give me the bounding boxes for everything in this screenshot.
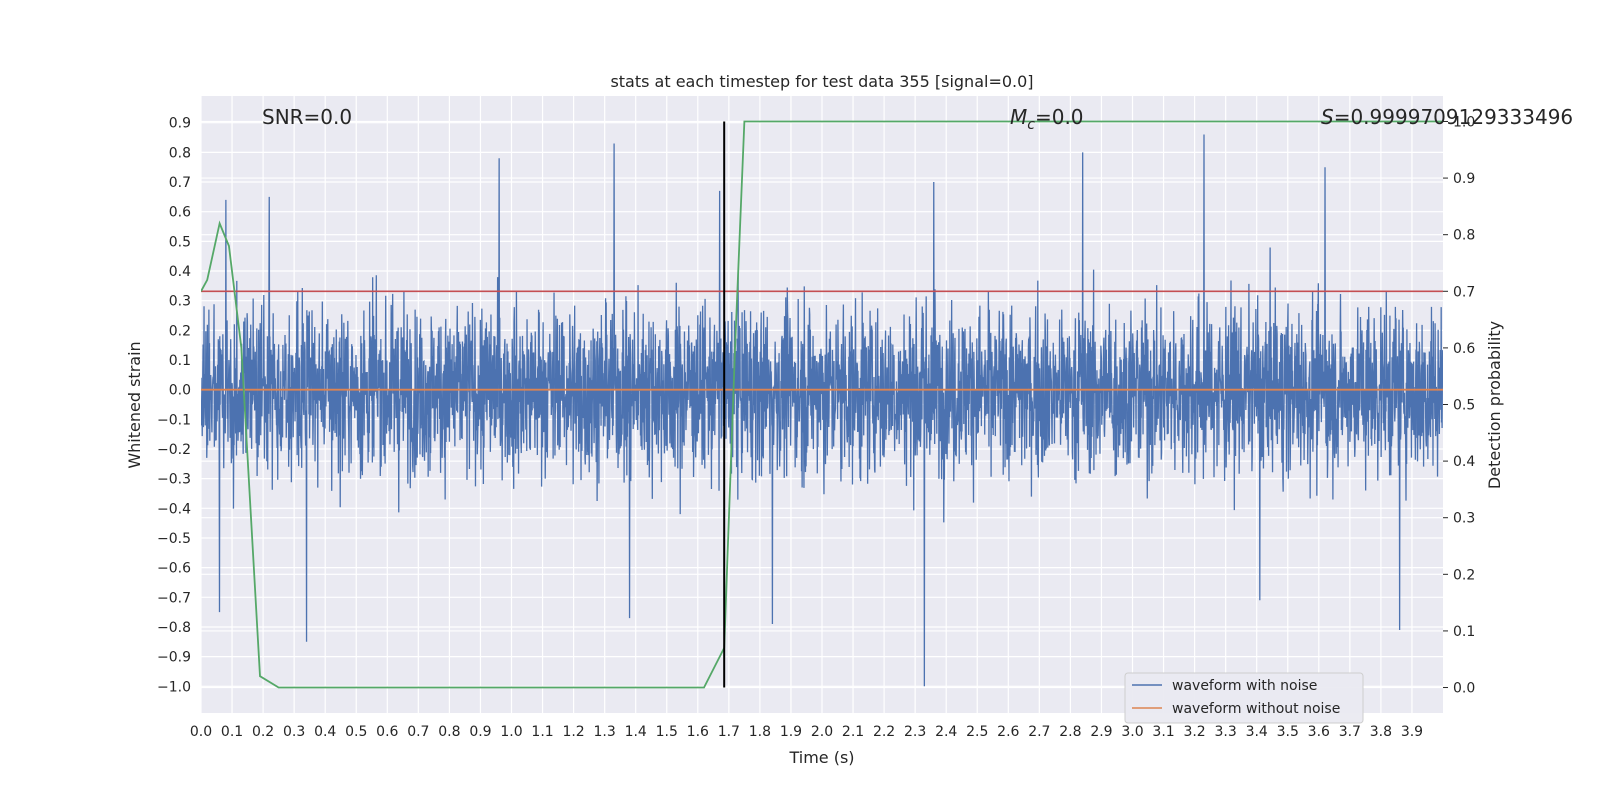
x-tick-label: 0.1	[221, 724, 243, 740]
x-tick-label: 0.9	[469, 724, 491, 740]
chart-title: stats at each timestep for test data 355…	[610, 72, 1033, 91]
y-right-tick-label: 0.5	[1453, 398, 1475, 414]
y-tick-label: −0.3	[157, 472, 191, 488]
x-tick-label: 3.5	[1277, 724, 1299, 740]
y-right-tick-label: 0.2	[1453, 567, 1475, 583]
x-tick-label: 0.3	[283, 724, 305, 740]
y-tick-label: 0.0	[169, 383, 191, 399]
snr-annotation: SNR=0.0	[262, 105, 352, 129]
y-right-tick-label: 1.0	[1453, 114, 1475, 130]
x-tick-label: 1.2	[562, 724, 584, 740]
x-tick-label: 1.3	[594, 724, 616, 740]
score-symbol: S	[1321, 105, 1334, 129]
x-tick-label: 3.6	[1308, 724, 1330, 740]
x-tick-label: 3.8	[1370, 724, 1392, 740]
y-tick-label: 0.4	[169, 264, 191, 280]
score-annotation: S=0.9999709129333496	[1321, 105, 1573, 129]
x-tick-label: 0.4	[314, 724, 336, 740]
x-tick-label: 0.5	[345, 724, 367, 740]
x-tick-label: 1.0	[500, 724, 522, 740]
y-tick-label: 0.6	[169, 205, 191, 221]
x-axis-label: Time (s)	[788, 748, 854, 767]
y-right-tick-label: 0.8	[1453, 228, 1475, 244]
x-tick-label: 1.8	[749, 724, 771, 740]
score-value: =0.9999709129333496	[1334, 105, 1573, 129]
detection-probability-line	[201, 120, 1443, 689]
legend-box	[1124, 672, 1364, 724]
waveform-with-noise-line	[201, 134, 1443, 687]
y-right-tick-label: 0.4	[1453, 454, 1475, 470]
x-tick-label: 1.5	[656, 724, 678, 740]
x-tick-label: 2.0	[811, 724, 833, 740]
x-tick-label: 3.4	[1246, 724, 1268, 740]
chirp-mass-symbol: M	[1010, 105, 1027, 129]
x-tick-label: 3.0	[1121, 724, 1143, 740]
chirp-mass-value: =0.0	[1035, 105, 1084, 129]
axis-layer: 0.0 0.1 0.2 0.3 0.4 0.5 0.6 0.7 0.8 0.9 1.0 1.1 1.2 1…	[157, 114, 1475, 740]
y-axis-label: Whitened strain	[125, 341, 144, 468]
y-tick-label: 0.2	[169, 323, 191, 339]
x-tick-label: 2.8	[1059, 724, 1081, 740]
y-right-tick-label: 0.1	[1453, 624, 1475, 640]
x-tick-label: 3.2	[1183, 724, 1205, 740]
x-tick-label: 3.1	[1152, 724, 1174, 740]
x-tick-label: 0.8	[438, 724, 460, 740]
y-tick-label: 0.7	[169, 175, 191, 191]
y-tick-label: 0.9	[169, 116, 191, 132]
y-right-tick-label: 0.6	[1453, 341, 1475, 357]
y-right-tick-label: 0.3	[1453, 511, 1475, 527]
legend-label-noise: waveform with noise	[1172, 678, 1317, 694]
y-tick-label: −0.2	[157, 442, 191, 458]
y-right-tick-label: 0.0	[1453, 681, 1475, 697]
x-tick-label: 0.0	[190, 724, 212, 740]
x-tick-label: 2.3	[904, 724, 926, 740]
legend-label-clean: waveform without noise	[1172, 701, 1340, 717]
y-tick-label: −0.4	[157, 501, 191, 517]
x-tick-label: 0.7	[407, 724, 429, 740]
y-axis-label-right: Detection probability	[1485, 321, 1504, 489]
x-tick-label: 2.4	[935, 724, 957, 740]
x-tick-label: 1.7	[718, 724, 740, 740]
x-tick-label: 2.9	[1090, 724, 1112, 740]
y-tick-label: −0.5	[157, 531, 191, 547]
x-tick-label: 1.1	[531, 724, 553, 740]
y-tick-label: −0.9	[157, 650, 191, 666]
y-tick-label: −1.0	[157, 679, 191, 695]
x-tick-label: 0.6	[376, 724, 398, 740]
y-tick-label: −0.8	[157, 620, 191, 636]
x-tick-label: 2.2	[873, 724, 895, 740]
x-tick-label: 2.1	[842, 724, 864, 740]
y-tick-label: 0.8	[169, 145, 191, 161]
legend: waveform with noise waveform without noi…	[1124, 672, 1364, 724]
x-tick-label: 2.6	[997, 724, 1019, 740]
x-tick-label: 0.2	[252, 724, 274, 740]
y-tick-label: 0.3	[169, 294, 191, 310]
x-tick-label: 1.9	[780, 724, 802, 740]
x-tick-label: 3.9	[1401, 724, 1423, 740]
chirp-mass-subscript: c	[1027, 117, 1035, 133]
lines-layer	[201, 120, 1443, 689]
x-tick-label: 2.7	[1028, 724, 1050, 740]
x-tick-label: 1.4	[625, 724, 647, 740]
chirp-mass-annotation: Mc=0.0	[1010, 105, 1084, 133]
noise-waveform-layer	[201, 134, 1443, 687]
y-tick-label: 0.1	[169, 353, 191, 369]
x-tick-label: 2.5	[966, 724, 988, 740]
y-right-tick-label: 0.7	[1453, 284, 1475, 300]
y-tick-label: 0.5	[169, 234, 191, 250]
x-tick-label: 3.7	[1339, 724, 1361, 740]
x-tick-label: 1.6	[687, 724, 709, 740]
y-tick-label: −0.7	[157, 590, 191, 606]
y-right-tick-label: 0.9	[1453, 171, 1475, 187]
y-tick-label: −0.1	[157, 412, 191, 428]
x-tick-label: 3.3	[1215, 724, 1237, 740]
y-tick-label: −0.6	[157, 561, 191, 577]
